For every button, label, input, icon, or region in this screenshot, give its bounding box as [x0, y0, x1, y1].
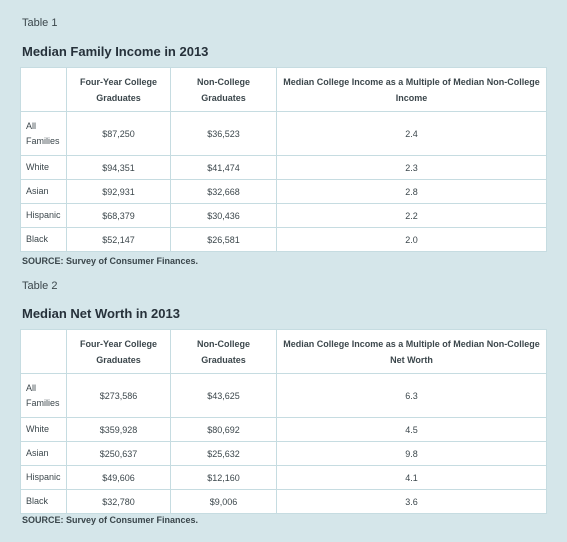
table-row: All Families $273,586 $43,625 6.3 — [20, 373, 547, 418]
college-value: $250,637 — [66, 441, 171, 466]
table-row: Asian $250,637 $25,632 9.8 — [20, 441, 547, 466]
income-table: Four-Year College Graduates Non-College … — [20, 67, 547, 252]
header-cell-group — [20, 329, 67, 374]
multiple-value: 2.3 — [276, 155, 547, 180]
net-worth-table: Four-Year College Graduates Non-College … — [20, 329, 547, 514]
row-label: Asian — [20, 441, 67, 466]
noncollege-value: $30,436 — [170, 203, 277, 228]
multiple-value: 2.8 — [276, 179, 547, 204]
table-header-row: Four-Year College Graduates Non-College … — [20, 329, 547, 374]
college-value: $94,351 — [66, 155, 171, 180]
header-cell-multiple: Median College Income as a Multiple of M… — [276, 67, 547, 112]
multiple-value: 6.3 — [276, 373, 547, 418]
table-row: White $94,351 $41,474 2.3 — [20, 155, 547, 180]
row-label: Hispanic — [20, 465, 67, 490]
noncollege-value: $41,474 — [170, 155, 277, 180]
table2-label: Table 2 — [22, 280, 58, 292]
row-label: All Families — [20, 373, 67, 418]
row-label: All Families — [20, 111, 67, 156]
table1-label: Table 1 — [22, 17, 58, 29]
table-row: Asian $92,931 $32,668 2.8 — [20, 179, 547, 204]
table-row: Black $52,147 $26,581 2.0 — [20, 227, 547, 252]
college-value: $52,147 — [66, 227, 171, 252]
multiple-value: 2.0 — [276, 227, 547, 252]
header-cell-noncollege: Non-College Graduates — [170, 67, 277, 112]
college-value: $273,586 — [66, 373, 171, 418]
table-row: Black $32,780 $9,006 3.6 — [20, 489, 547, 514]
multiple-value: 4.5 — [276, 417, 547, 442]
college-value: $32,780 — [66, 489, 171, 514]
noncollege-value: $9,006 — [170, 489, 277, 514]
multiple-value: 2.4 — [276, 111, 547, 156]
multiple-value: 9.8 — [276, 441, 547, 466]
header-cell-multiple: Median College Income as a Multiple of M… — [276, 329, 547, 374]
table1-title: Median Family Income in 2013 — [22, 44, 209, 59]
noncollege-value: $80,692 — [170, 417, 277, 442]
table-row: Hispanic $68,379 $30,436 2.2 — [20, 203, 547, 228]
header-cell-college: Four-Year College Graduates — [66, 329, 171, 374]
multiple-value: 3.6 — [276, 489, 547, 514]
table2-source: SOURCE: Survey of Consumer Finances. — [22, 515, 199, 525]
noncollege-value: $32,668 — [170, 179, 277, 204]
multiple-value: 4.1 — [276, 465, 547, 490]
table-row: Hispanic $49,606 $12,160 4.1 — [20, 465, 547, 490]
noncollege-value: $25,632 — [170, 441, 277, 466]
noncollege-value: $43,625 — [170, 373, 277, 418]
college-value: $92,931 — [66, 179, 171, 204]
header-cell-college: Four-Year College Graduates — [66, 67, 171, 112]
college-value: $49,606 — [66, 465, 171, 490]
noncollege-value: $12,160 — [170, 465, 277, 490]
multiple-value: 2.2 — [276, 203, 547, 228]
college-value: $359,928 — [66, 417, 171, 442]
noncollege-value: $26,581 — [170, 227, 277, 252]
table-row: White $359,928 $80,692 4.5 — [20, 417, 547, 442]
row-label: Hispanic — [20, 203, 67, 228]
header-cell-group — [20, 67, 67, 112]
row-label: Black — [20, 489, 67, 514]
table1-source: SOURCE: Survey of Consumer Finances. — [22, 256, 199, 266]
header-cell-noncollege: Non-College Graduates — [170, 329, 277, 374]
noncollege-value: $36,523 — [170, 111, 277, 156]
college-value: $87,250 — [66, 111, 171, 156]
table2-title: Median Net Worth in 2013 — [22, 306, 180, 321]
row-label: White — [20, 417, 67, 442]
table-row: All Families $87,250 $36,523 2.4 — [20, 111, 547, 156]
college-value: $68,379 — [66, 203, 171, 228]
row-label: Black — [20, 227, 67, 252]
table-header-row: Four-Year College Graduates Non-College … — [20, 67, 547, 112]
row-label: White — [20, 155, 67, 180]
row-label: Asian — [20, 179, 67, 204]
